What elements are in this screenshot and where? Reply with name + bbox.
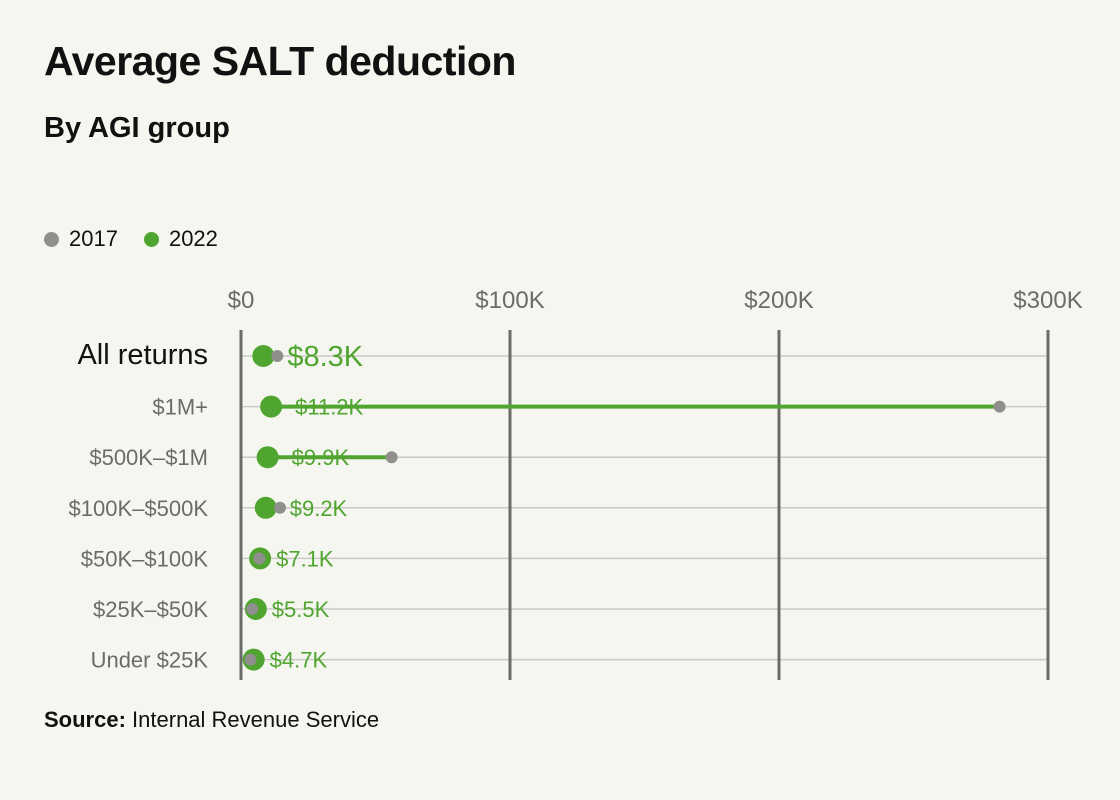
dot-2022 (260, 395, 283, 418)
dot-2017 (993, 400, 1006, 413)
value-label-2022: $9.2K (290, 496, 348, 521)
legend-item-2022: 2022 (143, 226, 218, 252)
source-label: Source: (44, 707, 126, 732)
source-note: Source: Internal Revenue Service (44, 707, 379, 733)
chart-title: Average SALT deduction (44, 38, 516, 84)
category-label: $50K–$100K (81, 546, 209, 571)
source-text: Internal Revenue Service (132, 707, 380, 732)
dot-2022 (252, 345, 275, 367)
value-label-2022: $11.2K (295, 395, 363, 420)
legend-item-2017: 2017 (44, 226, 118, 252)
dot-2017 (274, 501, 287, 514)
legend: 2017 2022 (44, 226, 218, 252)
legend-swatch-2017 (44, 231, 59, 247)
category-label: $500K–$1M (89, 445, 208, 470)
x-tick-label: $0 (228, 287, 255, 314)
dot-2017 (253, 552, 266, 565)
dot-2017 (246, 603, 259, 615)
dot-2022 (256, 446, 279, 469)
dot-2017 (385, 451, 398, 464)
x-tick-label: $300K (1013, 287, 1082, 314)
category-label: $1M+ (152, 395, 208, 420)
legend-label-2017: 2017 (69, 226, 118, 251)
dot-2022 (254, 496, 277, 519)
category-label: $25K–$50K (93, 597, 208, 622)
dot-2017 (244, 653, 257, 666)
legend-label-2022: 2022 (168, 226, 218, 251)
category-label: All returns (77, 339, 208, 371)
value-label-2022: $9.9K (292, 445, 350, 470)
value-label-2022: $7.1K (276, 546, 334, 571)
chart-subtitle: By AGI group (44, 112, 230, 144)
category-label: $100K–$500K (69, 496, 209, 521)
legend-swatch-2022 (143, 231, 159, 247)
value-label-2022: $4.7K (270, 648, 328, 673)
x-tick-label: $200K (744, 287, 813, 314)
x-tick-label: $100K (475, 287, 544, 314)
category-label: Under $25K (91, 648, 209, 673)
dot-2017 (271, 350, 284, 362)
value-label-2022: $8.3K (287, 341, 363, 373)
value-label-2022: $5.5K (272, 597, 330, 622)
